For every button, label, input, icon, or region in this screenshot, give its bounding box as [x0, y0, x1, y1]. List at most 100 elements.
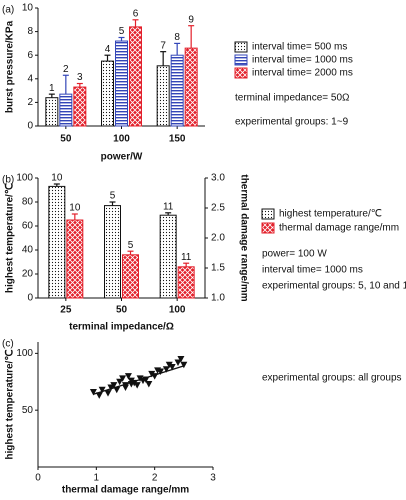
y-axis-title: highest temperature/℃: [5, 349, 16, 459]
y2-tick-label: 1.0: [211, 293, 225, 304]
y-axis-title: highest temperature/℃: [5, 183, 16, 293]
legend-swatch: [234, 67, 248, 79]
bar: [177, 266, 195, 299]
point: [104, 390, 112, 397]
bar-annotation: 3: [77, 72, 83, 83]
legend-label: interval time= 500 ms: [252, 42, 347, 53]
x-axis-title: terminal impedance/Ω: [69, 322, 174, 333]
y-tick-label: 40: [22, 245, 34, 256]
panel-label: (a): [2, 5, 14, 16]
point: [145, 381, 153, 388]
bar-annotation: 4: [105, 44, 111, 55]
point: [124, 373, 132, 380]
bar-annotation: 5: [119, 26, 125, 37]
x-tick-label: 50: [116, 305, 128, 316]
y2-tick-label: 2.0: [211, 233, 225, 244]
y2-tick-label: 1.5: [211, 263, 225, 274]
note: experimental groups: all groups: [262, 373, 402, 384]
note: experimental groups: 5, 10 and 11: [262, 281, 406, 292]
point: [122, 384, 129, 391]
point: [119, 375, 127, 382]
x-axis-title: power/W: [101, 152, 143, 163]
x-tick-label: 25: [60, 305, 72, 316]
x-tick-label: 3: [210, 473, 216, 484]
note: interval time= 1000 ms: [262, 265, 363, 276]
bar-annotation: 10: [51, 173, 63, 184]
point: [116, 378, 124, 386]
note: terminal impedance= 50Ω: [235, 93, 350, 104]
x-tick-label: 1: [94, 473, 100, 484]
y-tick-label: 100: [16, 173, 33, 184]
bar-annotation: 6: [133, 8, 139, 19]
y-tick-label: 20: [22, 269, 34, 280]
y-axis-title: burst pressure/KPa: [5, 20, 16, 113]
x-axis-title: thermal damage range/mm: [62, 485, 189, 496]
bar-annotation: 11: [181, 252, 192, 263]
legend-swatch: [234, 54, 248, 66]
y2-tick-label: 2.5: [211, 203, 225, 214]
x-tick-label: 2: [152, 473, 158, 484]
bar-annotation: 5: [128, 240, 134, 251]
x-tick-label: 0: [35, 473, 41, 484]
point: [110, 382, 118, 389]
legend-label: highest temperature/℃: [279, 209, 382, 220]
legend-swatch: [234, 41, 248, 53]
legend-label: interval time= 2000 ms: [252, 68, 353, 79]
y-tick-label: 100: [16, 348, 33, 359]
note: experimental groups: 1~9: [235, 117, 349, 128]
y-tick-label: 0: [27, 293, 33, 304]
y-tick-label: 8: [27, 26, 33, 37]
bar: [48, 185, 66, 299]
bar: [156, 65, 170, 127]
y-tick-label: 50: [22, 405, 34, 416]
legend-swatch: [261, 222, 275, 234]
bar-annotation: 1: [49, 83, 55, 94]
point: [174, 359, 182, 366]
bar: [122, 254, 139, 299]
bar-annotation: 7: [160, 40, 166, 51]
bar: [115, 40, 128, 127]
point: [113, 386, 121, 394]
bar: [101, 60, 114, 127]
x-tick-label: 50: [60, 134, 72, 145]
bar-annotation: 10: [69, 203, 81, 214]
y-tick-label: 0: [27, 121, 33, 132]
bar: [184, 47, 198, 127]
legend-swatch: [261, 208, 275, 220]
bar: [66, 219, 84, 299]
fit-line: [93, 365, 185, 395]
point: [98, 386, 106, 394]
y2-axis-title: thermal damage range/mm: [238, 174, 249, 301]
legend-label: interval time= 1000 ms: [252, 55, 353, 66]
y2-tick-label: 3.0: [211, 173, 225, 184]
legend-label: thermal damage range/mm: [279, 223, 399, 234]
x-tick-label: 100: [169, 305, 186, 316]
panel-label: (c): [2, 339, 14, 350]
panel-label: (b): [2, 175, 14, 186]
bar: [159, 214, 177, 299]
bar-annotation: 5: [110, 191, 116, 202]
point: [95, 392, 103, 399]
bar: [59, 93, 73, 127]
point: [180, 361, 188, 369]
bar: [73, 86, 87, 127]
bar-annotation: 2: [63, 64, 69, 75]
y-tick-label: 2: [27, 97, 33, 108]
y-tick-label: 60: [22, 221, 34, 232]
bar-annotation: 9: [188, 14, 194, 25]
x-tick-label: 150: [169, 134, 186, 145]
y-tick-label: 6: [27, 50, 33, 61]
point: [157, 368, 164, 376]
point: [89, 389, 97, 396]
y-tick-label: 80: [22, 197, 34, 208]
bar: [129, 26, 142, 127]
x-tick-label: 100: [113, 134, 130, 145]
bar-annotation: 11: [163, 201, 174, 212]
bar: [104, 205, 121, 299]
point: [177, 356, 185, 363]
bar-annotation: 8: [174, 32, 180, 43]
y-tick-label: 10: [22, 3, 34, 14]
y-tick-label: 4: [27, 73, 33, 84]
